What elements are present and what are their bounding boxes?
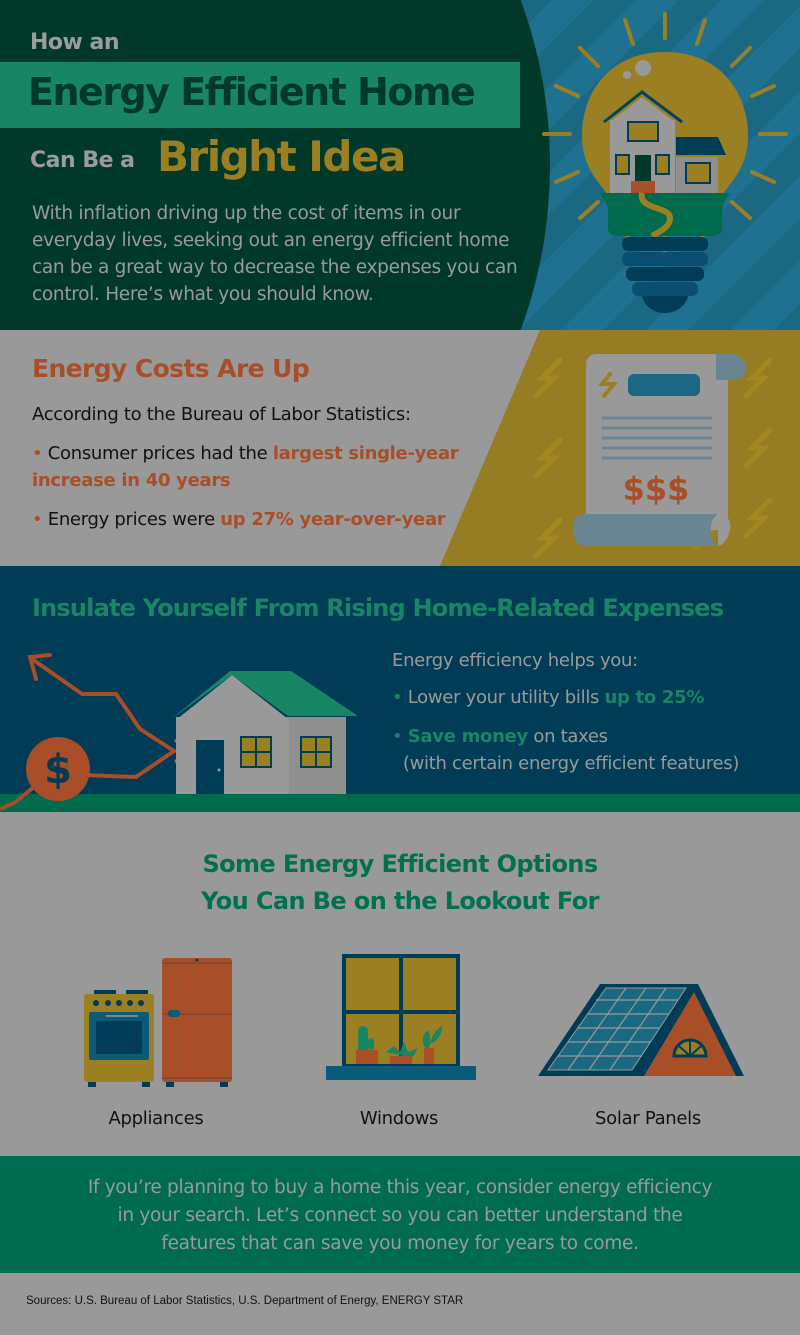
window-icon <box>326 954 476 1080</box>
energy-bill-icon: $$$ <box>573 354 746 546</box>
hero-title-line1: How an <box>30 30 120 55</box>
svg-text:$: $ <box>44 747 72 793</box>
options-section: Some Energy Efficient Options You Can Be… <box>0 812 800 1156</box>
hero-dark-panel <box>0 0 550 330</box>
option-label-appliances: Appliances <box>108 1108 204 1129</box>
appliances-icon <box>84 958 232 1087</box>
rising-cost-house-icon: $ <box>0 653 358 811</box>
insulate-intro: Energy efficiency helps you: <box>392 650 638 671</box>
sources-text: Sources: U.S. Bureau of Labor Statistics… <box>26 1295 464 1307</box>
cta-section: If you’re planning to buy a home this ye… <box>0 1156 800 1273</box>
hero-title-highlight: Bright Idea <box>157 132 406 181</box>
insulate-section: Insulate Yourself From Rising Home-Relat… <box>0 566 800 812</box>
solar-panel-icon <box>538 984 744 1076</box>
energy-costs-bullet-2: • Energy prices were up 27% year-over-ye… <box>32 509 446 530</box>
insulate-bullet-1: • Lower your utility bills up to 25% <box>392 687 705 708</box>
energy-costs-section: Energy Costs Are Up According to the Bur… <box>0 330 800 566</box>
hero-title-band <box>0 62 520 128</box>
lightbulb-house-icon <box>542 12 788 313</box>
option-label-solar-panels: Solar Panels <box>595 1108 701 1129</box>
cta-text: If you’re planning to buy a home this ye… <box>87 1177 713 1254</box>
insulate-bullet-2: • Save money on taxes (with certain ener… <box>392 726 740 774</box>
hero-title-line3-prefix: Can Be a <box>30 148 135 173</box>
sources-section: Sources: U.S. Bureau of Labor Statistics… <box>0 1273 800 1335</box>
svg-text:$$$: $$$ <box>623 470 690 508</box>
energy-costs-bullet-1: • Consumer prices had the largest single… <box>32 443 459 491</box>
energy-costs-heading: Energy Costs Are Up <box>32 354 310 383</box>
energy-costs-intro: According to the Bureau of Labor Statist… <box>32 404 411 425</box>
hero-title-line2: Energy Efficient Home <box>28 70 476 114</box>
hero-intro-text: With inflation driving up the cost of it… <box>32 203 518 305</box>
grass-strip <box>0 794 800 812</box>
options-heading: Some Energy Efficient Options You Can Be… <box>201 850 599 915</box>
insulate-heading: Insulate Yourself From Rising Home-Relat… <box>32 594 724 622</box>
option-label-windows: Windows <box>359 1108 439 1129</box>
hero-section: How an Energy Efficient Home Can Be a Br… <box>0 0 800 330</box>
